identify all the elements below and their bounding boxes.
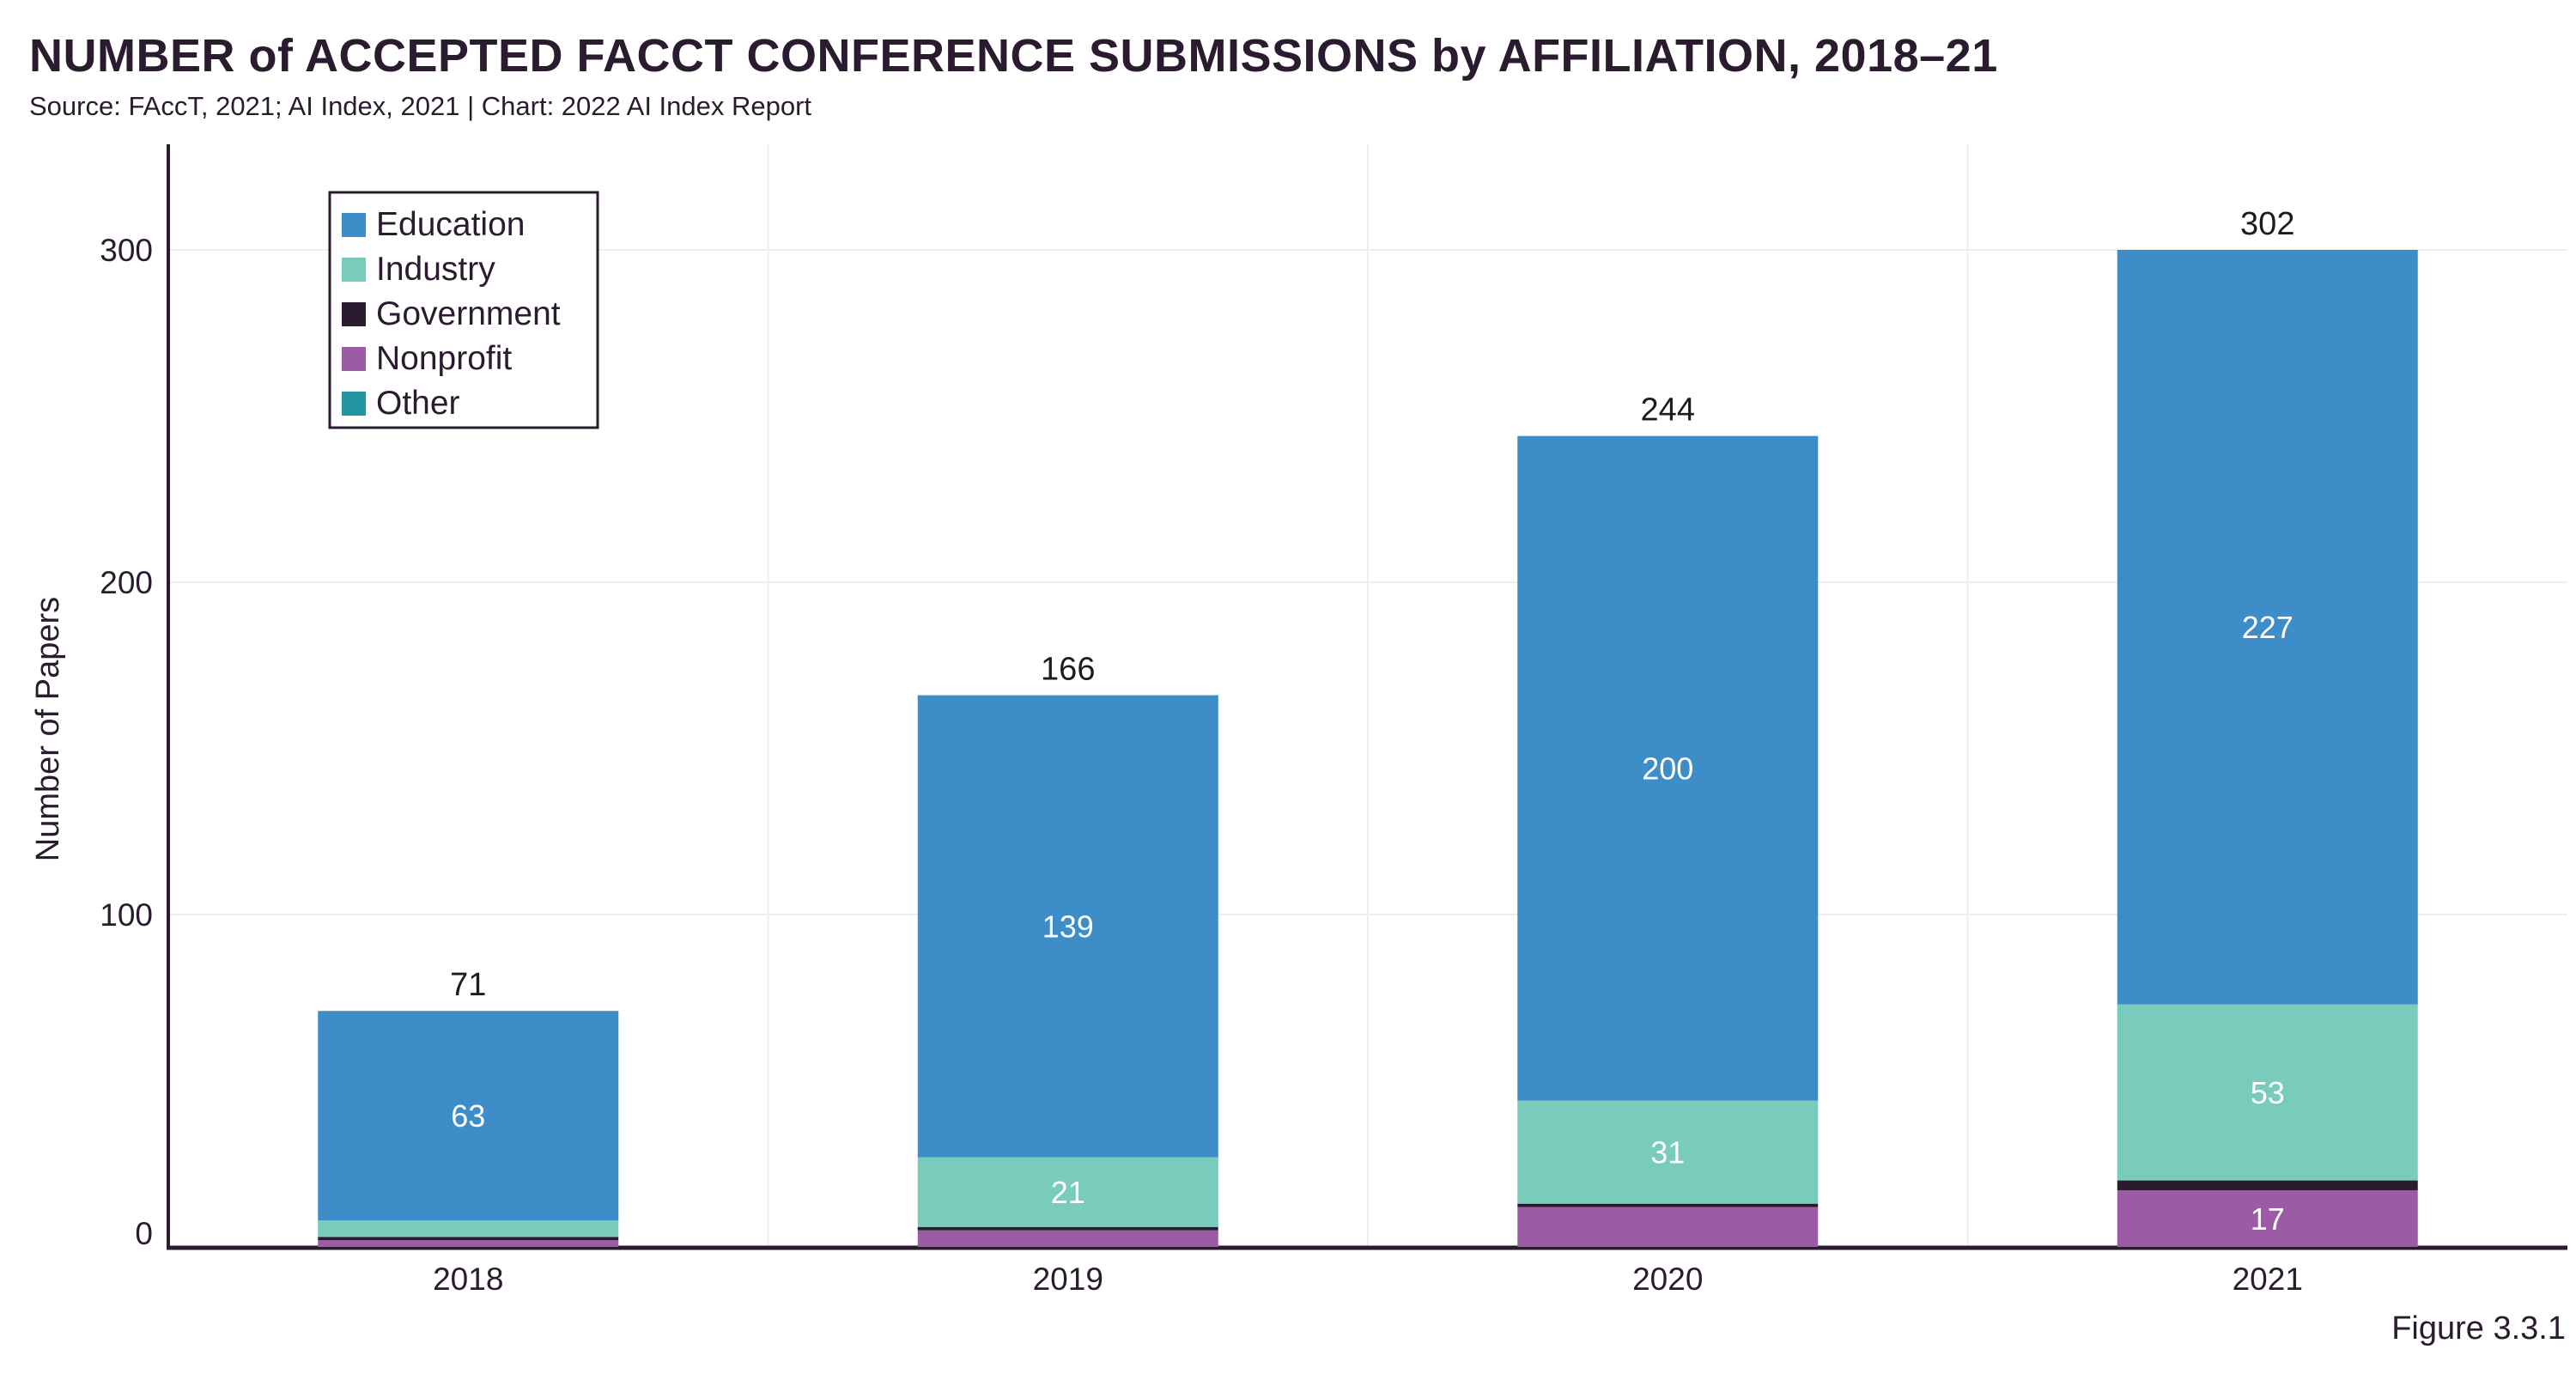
bar-nonprofit-2019 — [917, 1230, 1218, 1247]
y-tick-label-200: 200 — [100, 565, 153, 600]
legend-label-industry: Industry — [376, 251, 495, 288]
bar-nonprofit-2018 — [318, 1240, 619, 1247]
legend-swatch-industry — [342, 258, 366, 282]
total-label-2021: 302 — [2240, 206, 2294, 242]
data-label-industry-2021: 53 — [2251, 1075, 2285, 1110]
figure-label: Figure 3.3.1 — [2391, 1310, 2566, 1347]
bar-education-2018 — [318, 1011, 619, 1221]
legend: Education Industry Government Nonprofit Othe… — [328, 191, 599, 429]
bar-government-2019 — [917, 1226, 1218, 1231]
data-label-nonprofit-2021: 17 — [2251, 1201, 2285, 1237]
legend-swatch-nonprofit — [342, 347, 366, 371]
total-label-2020: 244 — [1641, 392, 1695, 429]
bar-education-2019 — [917, 695, 1218, 1158]
data-label-education-2021: 227 — [2242, 610, 2293, 645]
total-label-2019: 166 — [1041, 652, 1095, 688]
data-label-industry-2019: 21 — [1051, 1175, 1085, 1210]
x-tick-label-2020: 2020 — [1632, 1262, 1703, 1297]
x-tick-label-2019: 2019 — [1033, 1262, 1103, 1297]
y-tick-label-100: 100 — [100, 897, 153, 933]
bar-industry-2021 — [2117, 1004, 2418, 1181]
x-tick-label-2018: 2018 — [433, 1262, 503, 1297]
bar-government-2018 — [318, 1237, 619, 1241]
legend-label-other: Other — [376, 385, 460, 422]
bar-industry-2019 — [917, 1157, 1218, 1227]
data-label-industry-2020: 31 — [1650, 1135, 1685, 1170]
y-tick-label-300: 300 — [100, 233, 153, 268]
data-labels: 63 71 21 139 166 31 200 244 17 53 227 302 — [450, 206, 2294, 1237]
legend-label-nonprofit: Nonprofit — [376, 340, 512, 377]
bar-education-2021 — [2117, 250, 2418, 1005]
bar-government-2021 — [2117, 1180, 2418, 1191]
y-axis-title: Number of Papers — [30, 597, 66, 861]
total-label-2018: 71 — [450, 967, 486, 1003]
axes: 0 100 200 300 Number of Papers 2018 2019 2020 20… — [30, 144, 2567, 1297]
chart-title: NUMBER of ACCEPTED FACCT CONFERENCE SUBM… — [29, 30, 1998, 82]
data-label-education-2020: 200 — [1642, 751, 1693, 787]
bar-industry-2020 — [1517, 1100, 1819, 1204]
data-label-education-2018: 63 — [451, 1098, 485, 1134]
bar-industry-2018 — [318, 1220, 619, 1237]
legend-label-education: Education — [376, 206, 525, 243]
legend-swatch-education — [342, 213, 366, 237]
chart-subtitle: Source: FAccT, 2021; AI Index, 2021 | Ch… — [29, 91, 812, 121]
bars — [318, 250, 2418, 1247]
legend-label-government: Government — [376, 295, 561, 332]
bar-government-2020 — [1517, 1203, 1819, 1207]
bar-education-2020 — [1517, 435, 1819, 1101]
bar-nonprofit-2021 — [2117, 1190, 2418, 1247]
y-tick-label-0: 0 — [135, 1216, 153, 1251]
data-label-education-2019: 139 — [1042, 909, 1094, 945]
legend-swatch-government — [342, 302, 366, 326]
legend-swatch-other — [342, 392, 366, 416]
x-tick-label-2021: 2021 — [2233, 1262, 2303, 1297]
bar-nonprofit-2020 — [1517, 1207, 1819, 1247]
legend-box — [328, 191, 599, 429]
